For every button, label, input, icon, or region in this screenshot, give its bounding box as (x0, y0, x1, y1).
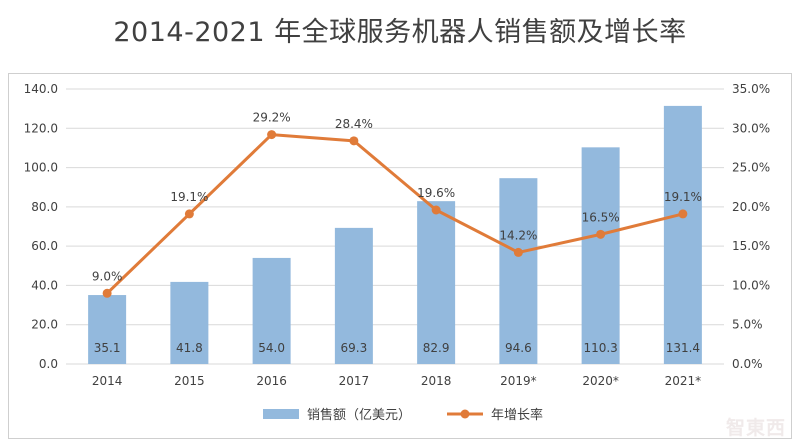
growth-value-label: 19.1% (664, 190, 702, 204)
growth-point (596, 229, 606, 239)
watermark-logo: 智東西 (725, 417, 786, 439)
growth-line (106, 133, 684, 295)
y-right-tick-label: 0.0% (732, 357, 763, 371)
y-left-tick-label: 60.0 (31, 239, 58, 253)
growth-value-label: 19.6% (417, 186, 455, 200)
growth-point (431, 205, 441, 215)
x-tick-label: 2020* (582, 374, 619, 388)
bar-value-label: 131.4 (666, 341, 700, 355)
x-tick-label: 2016 (256, 374, 287, 388)
chart-title: 2014-2021 年全球服务机器人销售额及增长率 (113, 17, 687, 48)
x-tick-label: 2019* (500, 374, 537, 388)
bar-value-label: 82.9 (423, 341, 450, 355)
bar (334, 227, 373, 364)
growth-value-label: 9.0% (92, 269, 123, 283)
bar (252, 257, 291, 364)
chart-area: 0.0 20.0 40.0 60.0 80.0 100.0 120.0 140.0 0.0% 5.… (8, 73, 792, 439)
y-left-tick-label: 80.0 (31, 200, 58, 214)
bar-value-label: 94.6 (505, 341, 532, 355)
growth-point (678, 209, 688, 219)
y-left-tick-label: 100.0 (24, 161, 58, 175)
growth-point (349, 136, 359, 146)
growth-point (513, 247, 523, 257)
y-left-tick-label: 120.0 (24, 121, 58, 135)
y-left-tick-label: 20.0 (31, 318, 58, 332)
x-tick-label: 2017 (339, 374, 370, 388)
growth-value-label: 19.1% (170, 190, 208, 204)
bar-value-label: 54.0 (258, 341, 285, 355)
growth-value-label: 29.2% (253, 111, 291, 125)
growth-value-label: 14.2% (499, 228, 537, 242)
legend-line-marker (460, 409, 470, 419)
bar-value-label: 69.3 (341, 341, 368, 355)
x-tick-label: 2018 (421, 374, 452, 388)
growth-point (102, 288, 112, 298)
combo-chart: 0.0 20.0 40.0 60.0 80.0 100.0 120.0 140.0 0.0% 5.… (24, 82, 770, 423)
growth-point (184, 209, 194, 219)
legend-bar-label: 销售额（亿美元） (307, 407, 411, 423)
legend-line-label: 年增长率 (491, 407, 543, 423)
legend-bar-swatch (263, 409, 299, 419)
y-right-tick-label: 30.0% (732, 121, 770, 135)
y-right-tick-label: 5.0% (732, 318, 763, 332)
y-right-tick-label: 20.0% (732, 200, 770, 214)
growth-point (267, 130, 277, 140)
y-right-tick-label: 25.0% (732, 161, 770, 175)
bar (88, 295, 127, 364)
y-left-tick-label: 0.0 (39, 357, 58, 371)
growth-value-label: 28.4% (335, 117, 373, 131)
y-left-tick-label: 140.0 (24, 82, 58, 96)
bar (581, 147, 620, 364)
y-right-tick-label: 35.0% (732, 82, 770, 96)
y-right-tick-label: 15.0% (732, 239, 770, 253)
y-left-tick-label: 40.0 (31, 278, 58, 292)
y-right-tick-label: 10.0% (732, 278, 770, 292)
x-tick-label: 2021* (665, 374, 702, 388)
bar (499, 178, 538, 364)
bar (417, 201, 456, 364)
bar (170, 281, 209, 364)
growth-value-label: 16.5% (582, 210, 620, 224)
bar-value-label: 41.8 (176, 341, 203, 355)
bar (663, 105, 702, 364)
x-tick-label: 2014 (92, 374, 123, 388)
bar-value-label: 110.3 (583, 341, 617, 355)
bar-value-label: 35.1 (94, 341, 121, 355)
x-tick-label: 2015 (174, 374, 205, 388)
